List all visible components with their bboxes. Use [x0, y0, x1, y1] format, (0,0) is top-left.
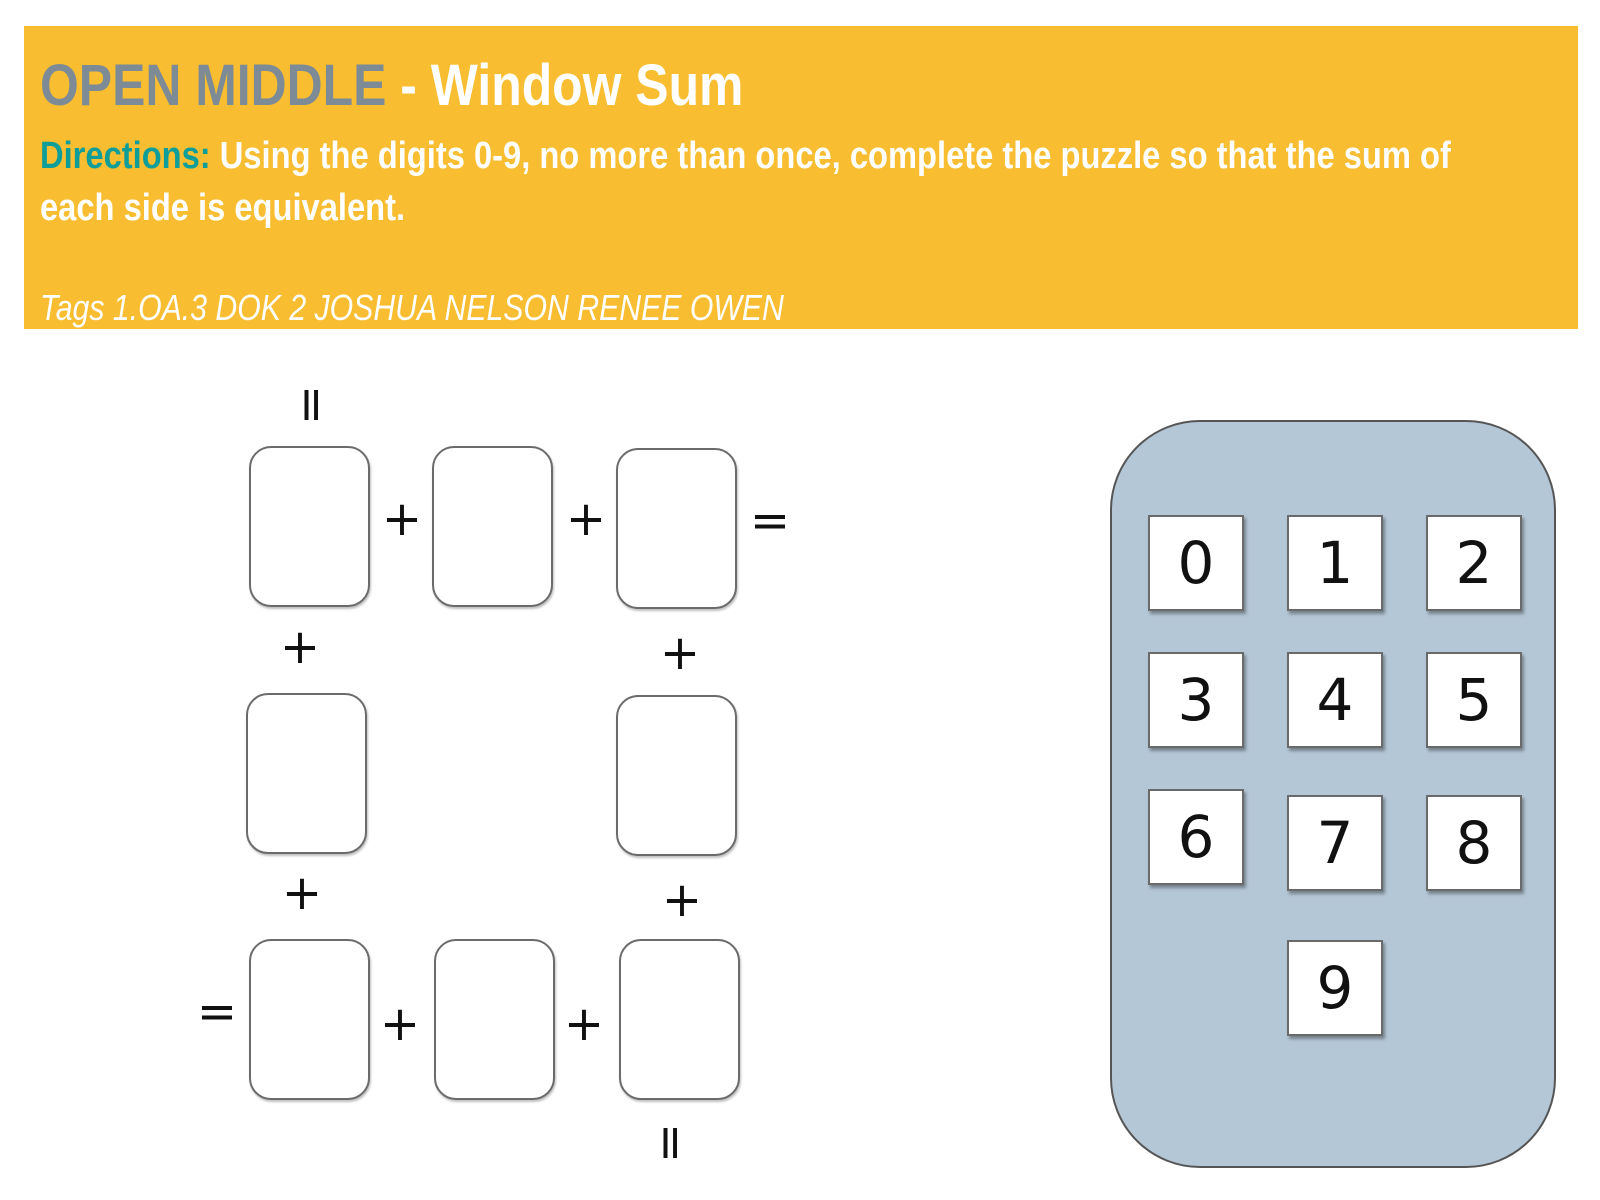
title-separator: - — [386, 53, 431, 118]
directions-text: Using the digits 0-9, no more than once,… — [40, 135, 1451, 229]
equals-sign-bottom: = — [643, 1122, 699, 1164]
answer-box-top-left[interactable] — [249, 446, 370, 607]
digit-tile-1[interactable]: 1 — [1287, 515, 1383, 611]
answer-box-bottom-right[interactable] — [619, 939, 740, 1100]
digit-tile-7[interactable]: 7 — [1287, 795, 1383, 891]
plus-sign: + — [279, 619, 321, 675]
equals-sign-left: = — [196, 984, 238, 1040]
answer-box-top-right[interactable] — [616, 448, 737, 609]
header-banner: OPEN MIDDLE - Window Sum Directions: Usi… — [24, 26, 1578, 329]
puzzle-name: Window Sum — [430, 53, 744, 118]
plus-sign: + — [659, 625, 701, 681]
directions: Directions: Using the digits 0-9, no mor… — [40, 130, 1468, 234]
digit-tile-2[interactable]: 2 — [1426, 515, 1522, 611]
digit-tile-6[interactable]: 6 — [1148, 789, 1244, 885]
brand-label: OPEN MIDDLE — [40, 53, 387, 118]
equals-sign-right: = — [749, 493, 791, 549]
answer-box-bottom-left[interactable] — [249, 939, 370, 1100]
plus-sign: + — [381, 491, 423, 547]
directions-label: Directions: — [40, 135, 211, 177]
answer-box-middle-left[interactable] — [246, 693, 367, 854]
digit-tile-9[interactable]: 9 — [1287, 940, 1383, 1036]
answer-box-bottom-middle[interactable] — [434, 939, 555, 1100]
equals-sign-top: = — [284, 384, 340, 426]
tags-line: Tags 1.OA.3 DOK 2 JOSHUA NELSON RENEE OW… — [40, 287, 784, 328]
plus-sign: + — [661, 872, 703, 928]
digit-tile-0[interactable]: 0 — [1148, 515, 1244, 611]
digit-tile-4[interactable]: 4 — [1287, 652, 1383, 748]
plus-sign: + — [281, 865, 323, 921]
plus-sign: + — [565, 491, 607, 547]
digit-tile-3[interactable]: 3 — [1148, 652, 1244, 748]
plus-sign: + — [563, 996, 605, 1052]
page-title: OPEN MIDDLE - Window Sum — [40, 54, 743, 118]
answer-box-middle-right[interactable] — [616, 695, 737, 856]
digit-tile-5[interactable]: 5 — [1426, 652, 1522, 748]
digit-tile-8[interactable]: 8 — [1426, 795, 1522, 891]
digit-bank: 0 1 2 3 4 5 6 7 8 9 — [1110, 420, 1556, 1168]
answer-box-top-middle[interactable] — [432, 446, 553, 607]
plus-sign: + — [379, 996, 421, 1052]
